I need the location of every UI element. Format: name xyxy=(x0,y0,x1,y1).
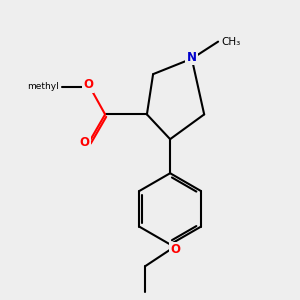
Text: O: O xyxy=(171,243,181,256)
Text: N: N xyxy=(187,51,197,64)
Text: methyl: methyl xyxy=(28,82,59,91)
Text: CH₃: CH₃ xyxy=(222,37,241,46)
Text: O: O xyxy=(83,79,93,92)
Text: O: O xyxy=(80,136,89,149)
